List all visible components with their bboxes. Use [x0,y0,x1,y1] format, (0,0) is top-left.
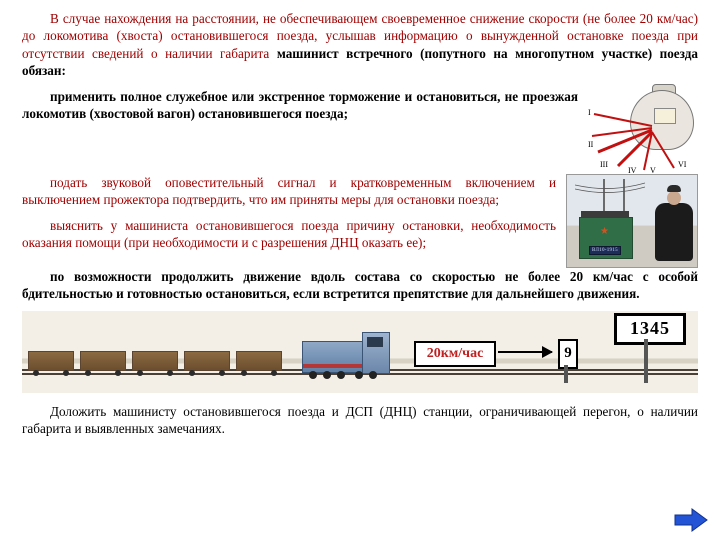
arrow-right-icon [674,508,708,532]
slide-page: В случае нахождения на расстоянии, не об… [0,0,720,540]
continue-paragraph: по возможности продолжить движение вдоль… [22,268,698,303]
direction-arrow-icon [498,351,552,353]
report-paragraph: Доложить машинисту остановившегося поезд… [22,403,698,438]
loco-plate: ВЛ10-1915 [589,246,621,255]
driver-figure [655,203,693,261]
bullet-3: выяснить у машиниста остановившегося пое… [22,217,556,252]
km-sign-1345: 1345 [614,313,686,345]
wagon [184,351,230,371]
intro-paragraph: В случае нахождения на расстоянии, не об… [22,10,698,80]
row-bullets-2-3: подать звуковой оповестительный сигнал и… [22,174,698,268]
wagon [132,351,178,371]
device-diagram: I II III IV V VI [588,88,698,174]
wagons-group [28,351,282,371]
train-speed-illustration: 20км/час 9 1345 [22,311,698,393]
roman-III: III [600,160,608,169]
wagon [80,351,126,371]
driver-photo: ★ ВЛ10-1915 [566,174,698,268]
km-marker-9: 9 [558,339,578,369]
roman-I: I [588,108,591,117]
roman-II: II [588,140,593,149]
speed-label: 20км/час [414,341,496,367]
bullet-2: подать звуковой оповестительный сигнал и… [22,174,556,209]
locomotive-icon [302,341,390,373]
bullet-1: применить полное служебное или экстренно… [22,88,578,123]
next-page-button[interactable] [674,508,708,532]
row-bullet1: применить полное служебное или экстренно… [22,88,698,174]
wagon [28,351,74,371]
wagon [236,351,282,371]
roman-VI: VI [678,160,686,169]
